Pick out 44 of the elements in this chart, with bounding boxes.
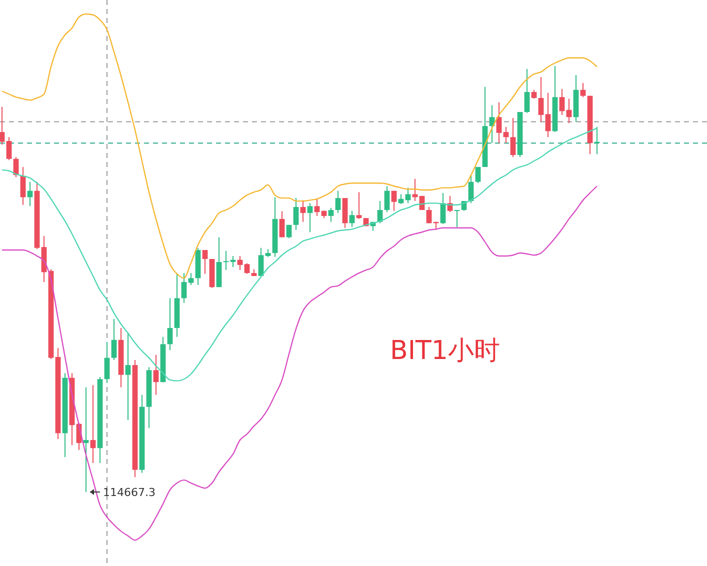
- candlestick: [580, 82, 586, 98]
- candlestick: [538, 76, 544, 122]
- candlestick: [391, 190, 397, 212]
- candlestick: [307, 202, 313, 233]
- candlestick: [90, 384, 96, 464]
- candlestick: [167, 298, 173, 351]
- candlestick: [237, 255, 243, 271]
- candlestick: [503, 126, 509, 144]
- candlestick: [6, 136, 12, 161]
- candlestick: [300, 200, 306, 222]
- candlestick: [104, 342, 110, 384]
- candlestick: [83, 386, 89, 492]
- candlestick: [293, 198, 299, 231]
- candlestick: [258, 247, 264, 277]
- candlestick: [475, 166, 481, 184]
- candlestick: [524, 68, 530, 114]
- candlestick: [454, 209, 460, 228]
- candlestick: [405, 187, 411, 204]
- candlestick: [559, 88, 565, 116]
- candlestick: [335, 190, 341, 214]
- candlestick: [328, 207, 334, 222]
- candlestick: [356, 192, 362, 220]
- candlestick: [202, 250, 208, 274]
- candlestick: [153, 354, 159, 396]
- candlestick: [111, 318, 117, 360]
- annotation: 114667.3: [103, 486, 156, 499]
- candlestick: [125, 332, 131, 421]
- candlestick: [286, 224, 292, 239]
- candlestick: [244, 262, 250, 274]
- text: BIT1小时: [390, 336, 500, 366]
- candlestick: [188, 272, 194, 286]
- candlestick: [545, 92, 551, 138]
- candlestick: [279, 210, 285, 238]
- candlestick: [496, 102, 502, 144]
- candlestick: [0, 106, 5, 146]
- candlestick: [412, 178, 418, 202]
- candlestick: [384, 186, 390, 213]
- candlestick: [223, 250, 229, 271]
- candlestick: [314, 198, 320, 216]
- candlestick: [510, 117, 516, 158]
- candlestick: [349, 210, 355, 228]
- candlestick: [426, 206, 432, 224]
- candlestick: [181, 272, 187, 304]
- candlestick: [566, 98, 572, 124]
